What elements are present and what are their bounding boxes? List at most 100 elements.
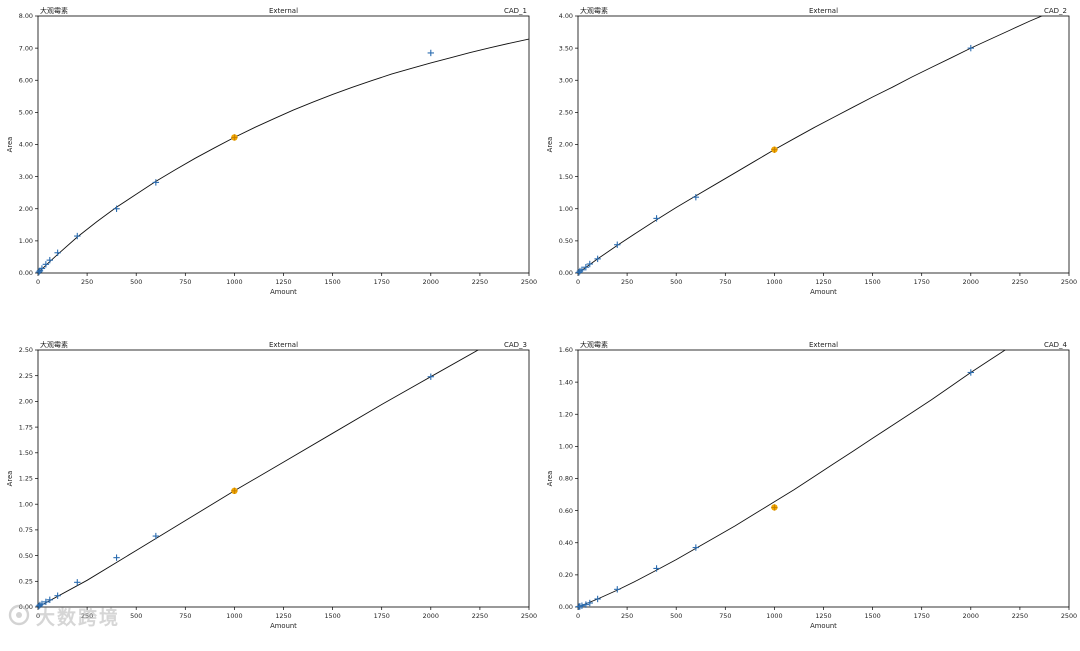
fit-curve <box>578 16 1043 273</box>
method-label: External <box>809 7 838 15</box>
y-tick-label: 0.50 <box>559 237 573 245</box>
chart-svg: 大观霉素 External CAD_3 0 250 500 750 1000 1250 1500 1… <box>6 340 537 630</box>
calibration-point <box>692 544 700 551</box>
calibration-point <box>74 579 81 586</box>
calibration-point <box>653 215 660 222</box>
calibration-point <box>42 598 50 606</box>
y-tick-label: 1.00 <box>19 500 33 508</box>
y-tick-label: 0.00 <box>19 603 33 611</box>
y-tick-label: 6.00 <box>19 76 33 84</box>
x-tick-label: 1250 <box>275 612 291 620</box>
calibration-point <box>113 205 120 212</box>
x-tick-label: 1750 <box>374 612 390 620</box>
y-axis-title: Area <box>6 137 14 153</box>
y-tick-label: 1.00 <box>559 205 573 213</box>
y-tick-label: 2.00 <box>19 205 33 213</box>
watermark-text: 大数跨境 <box>36 607 121 629</box>
plot-frame <box>577 349 1070 608</box>
y-tick-label: 0.20 <box>559 571 573 579</box>
calibration-point <box>582 601 590 608</box>
highlight-point <box>771 504 778 511</box>
x-tick-label: 2250 <box>472 278 488 286</box>
x-tick-label: 1500 <box>864 612 880 620</box>
y-tick-label: 5.00 <box>19 109 33 117</box>
y-tick-label: 1.40 <box>559 378 573 386</box>
y-tick-label: 0.00 <box>19 269 33 277</box>
calibration-chart-cad-1: 大观霉素 External CAD_1 0 250 500 750 1000 1250 1500 1… <box>0 0 540 317</box>
calibration-point <box>35 268 43 276</box>
detector-label: CAD_3 <box>504 341 527 349</box>
x-tick-label: 750 <box>719 612 731 620</box>
calibration-point <box>586 260 593 268</box>
x-tick-label: 500 <box>670 612 682 620</box>
y-tick-label: 0.80 <box>559 475 573 483</box>
calibration-point <box>582 264 590 271</box>
y-tick-label: 0.50 <box>19 552 33 560</box>
x-tick-label: 1000 <box>766 278 782 286</box>
x-tick-label: 250 <box>621 278 633 286</box>
x-tick-label: 2500 <box>521 278 537 286</box>
calibration-chart-cad-3: 大观霉素 External CAD_3 0 250 500 750 1000 1250 1500 1… <box>0 334 540 651</box>
calibration-point <box>586 599 593 607</box>
calibration-point <box>152 179 160 186</box>
x-tick-label: 750 <box>719 278 731 286</box>
x-tick-label: 1750 <box>914 612 930 620</box>
detector-label: CAD_4 <box>1044 341 1068 349</box>
x-tick-label: 2000 <box>423 278 439 286</box>
y-tick-label: 0.00 <box>559 269 573 277</box>
calibration-point <box>46 256 53 264</box>
calibration-point <box>578 266 586 273</box>
x-tick-label: 500 <box>670 278 682 286</box>
x-tick-label: 1750 <box>374 278 390 286</box>
x-tick-label: 1250 <box>815 278 831 286</box>
x-axis-title: Amount <box>810 288 837 296</box>
y-tick-label: 0.40 <box>559 539 573 547</box>
calibration-point <box>152 532 160 540</box>
y-tick-label: 2.50 <box>19 346 33 354</box>
y-tick-label: 2.25 <box>19 372 33 380</box>
x-tick-label: 0 <box>36 612 40 620</box>
y-tick-label: 1.00 <box>19 237 33 245</box>
x-tick-label: 1000 <box>226 278 242 286</box>
x-axis-title: Amount <box>810 622 837 630</box>
calibration-point <box>42 261 50 268</box>
y-tick-label: 1.75 <box>19 423 33 431</box>
watermark-logo-icon <box>8 604 30 626</box>
calibration-point <box>594 255 601 263</box>
calibration-point <box>692 193 700 201</box>
x-tick-label: 500 <box>130 278 142 286</box>
calibration-point <box>113 554 120 561</box>
y-tick-label: 1.50 <box>19 449 33 457</box>
highlight-point <box>231 134 238 141</box>
x-tick-label: 250 <box>621 612 633 620</box>
calibration-point <box>54 592 61 599</box>
y-tick-label: 2.00 <box>19 398 33 406</box>
x-tick-label: 2250 <box>1012 278 1028 286</box>
y-axis-title: Area <box>6 471 14 487</box>
watermark: 大数跨境 <box>6 601 156 631</box>
x-tick-label: 2250 <box>472 612 488 620</box>
calibration-point <box>614 241 621 248</box>
calibration-point <box>614 586 621 593</box>
x-tick-label: 2500 <box>1061 612 1077 620</box>
x-tick-label: 2500 <box>521 612 537 620</box>
x-tick-label: 2000 <box>963 278 979 286</box>
y-tick-label: 4.00 <box>19 141 33 149</box>
fit-curve <box>578 350 1007 607</box>
calibration-point <box>54 249 61 256</box>
calibration-point <box>74 232 81 240</box>
x-tick-label: 0 <box>576 612 580 620</box>
x-tick-label: 750 <box>179 612 191 620</box>
x-axis-title: Amount <box>270 622 297 630</box>
x-tick-label: 0 <box>36 278 40 286</box>
calibration-point <box>427 49 434 57</box>
chart-grid: 大观霉素 External CAD_1 0 250 500 750 1000 1250 1500 1… <box>0 0 1077 631</box>
x-tick-label: 1000 <box>226 612 242 620</box>
y-tick-label: 1.25 <box>19 475 33 483</box>
x-tick-label: 750 <box>179 278 191 286</box>
calibration-point <box>427 373 434 380</box>
calibration-point <box>578 602 586 609</box>
calibration-chart-cad-4: 大观霉素 External CAD_4 0 250 500 750 1000 1250 1500 1… <box>540 334 1080 651</box>
plot-frame <box>37 15 530 274</box>
y-tick-label: 2.50 <box>559 109 573 117</box>
